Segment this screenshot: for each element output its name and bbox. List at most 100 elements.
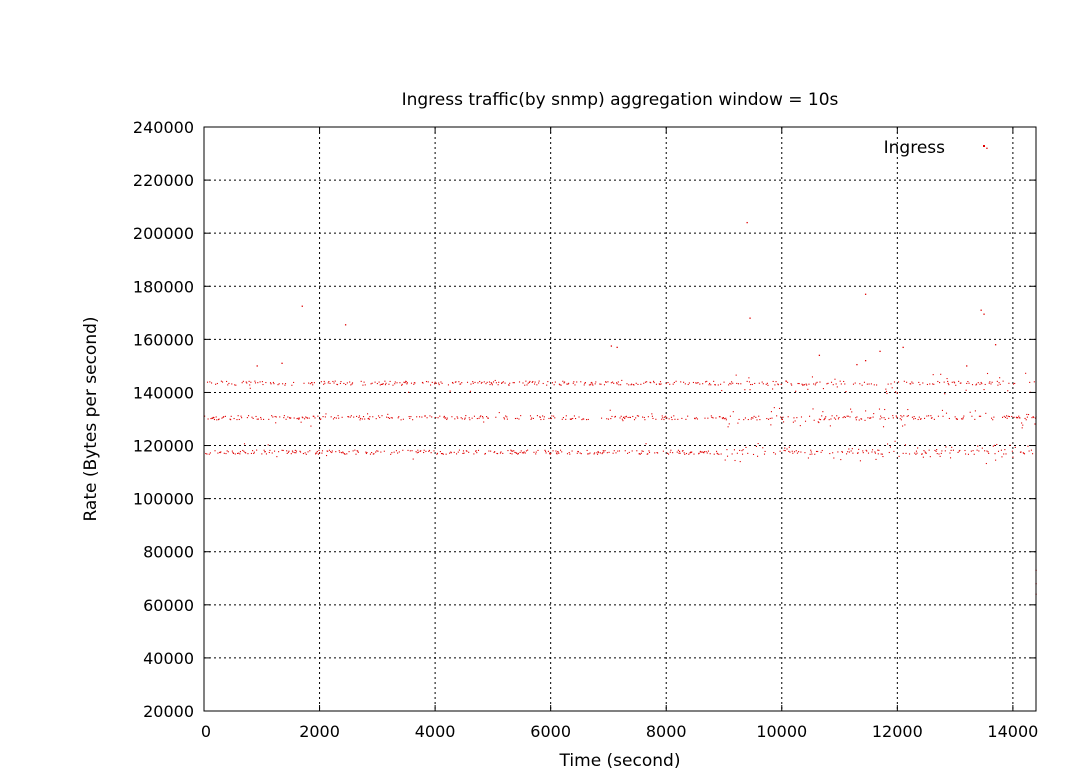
data-point xyxy=(223,416,225,418)
data-point xyxy=(577,451,579,453)
data-point xyxy=(257,418,259,420)
data-point xyxy=(535,453,537,455)
data-point xyxy=(368,418,370,420)
data-point xyxy=(211,417,213,419)
data-point xyxy=(892,415,894,417)
data-point xyxy=(396,382,398,384)
data-point-outlier xyxy=(980,309,982,311)
data-point xyxy=(238,418,240,421)
data-point xyxy=(666,417,668,419)
data-point xyxy=(1008,416,1011,418)
data-point xyxy=(735,374,737,376)
data-point xyxy=(283,415,285,417)
data-point xyxy=(902,452,904,454)
data-point xyxy=(440,381,442,383)
data-point xyxy=(524,384,526,386)
data-point xyxy=(380,383,382,385)
data-point xyxy=(925,452,927,454)
data-point xyxy=(597,450,599,453)
data-point xyxy=(827,382,829,384)
data-point xyxy=(605,381,607,383)
data-point xyxy=(794,420,796,422)
data-point xyxy=(613,382,615,384)
data-point xyxy=(1018,417,1020,419)
data-point xyxy=(610,382,612,384)
data-point xyxy=(394,383,396,385)
data-point xyxy=(358,416,360,419)
data-point xyxy=(766,417,768,420)
data-point xyxy=(612,452,614,454)
data-point xyxy=(986,450,988,452)
data-point xyxy=(801,383,803,385)
data-point xyxy=(231,450,233,452)
data-point xyxy=(761,381,763,383)
data-point xyxy=(503,417,505,419)
data-point xyxy=(620,415,622,417)
data-point xyxy=(518,418,520,420)
data-point xyxy=(558,383,560,385)
data-point xyxy=(692,381,694,384)
data-point xyxy=(646,453,648,455)
data-point xyxy=(301,416,303,418)
data-point xyxy=(941,409,943,411)
data-point xyxy=(424,415,426,417)
data-point xyxy=(996,443,998,446)
data-point xyxy=(527,382,529,384)
data-point xyxy=(412,458,414,460)
data-point xyxy=(616,382,618,384)
data-point xyxy=(260,418,262,420)
data-point xyxy=(691,451,693,453)
data-point xyxy=(494,379,496,382)
data-point xyxy=(1027,413,1030,416)
data-point xyxy=(372,416,374,418)
data-point xyxy=(405,380,407,382)
data-point xyxy=(804,452,806,454)
data-point xyxy=(845,453,848,455)
data-point xyxy=(965,453,967,455)
data-point xyxy=(812,408,814,410)
data-point xyxy=(986,372,989,375)
data-point xyxy=(362,384,364,386)
data-point xyxy=(939,382,941,384)
data-point xyxy=(451,416,453,418)
data-point xyxy=(834,378,836,380)
data-point xyxy=(1012,456,1014,458)
data-point xyxy=(542,382,544,385)
data-point xyxy=(978,450,980,452)
data-point xyxy=(644,381,647,383)
data-point xyxy=(917,447,919,449)
data-point xyxy=(706,380,708,382)
data-point xyxy=(651,415,653,417)
data-point xyxy=(540,418,542,421)
data-point xyxy=(366,451,368,454)
data-point xyxy=(882,426,885,428)
data-point xyxy=(336,384,339,386)
data-point xyxy=(662,417,664,419)
data-point xyxy=(625,416,627,418)
data-point xyxy=(480,382,482,384)
data-point xyxy=(581,419,583,421)
data-point xyxy=(398,416,400,418)
data-point xyxy=(984,450,986,452)
data-point xyxy=(439,415,441,417)
data-point xyxy=(909,383,911,385)
data-point xyxy=(790,383,792,385)
data-point xyxy=(545,452,547,454)
data-point xyxy=(394,381,396,383)
data-point xyxy=(1022,452,1024,454)
data-point xyxy=(741,453,744,455)
data-point xyxy=(289,417,291,419)
data-point xyxy=(813,383,815,385)
data-point xyxy=(988,452,990,454)
data-point xyxy=(810,451,812,453)
data-point xyxy=(635,382,637,384)
data-point xyxy=(1027,445,1029,447)
data-point xyxy=(724,459,726,461)
data-point xyxy=(493,451,495,454)
data-point xyxy=(224,415,226,417)
data-point xyxy=(534,381,536,383)
data-point xyxy=(252,450,254,452)
data-point xyxy=(520,415,522,417)
data-point xyxy=(219,451,221,453)
